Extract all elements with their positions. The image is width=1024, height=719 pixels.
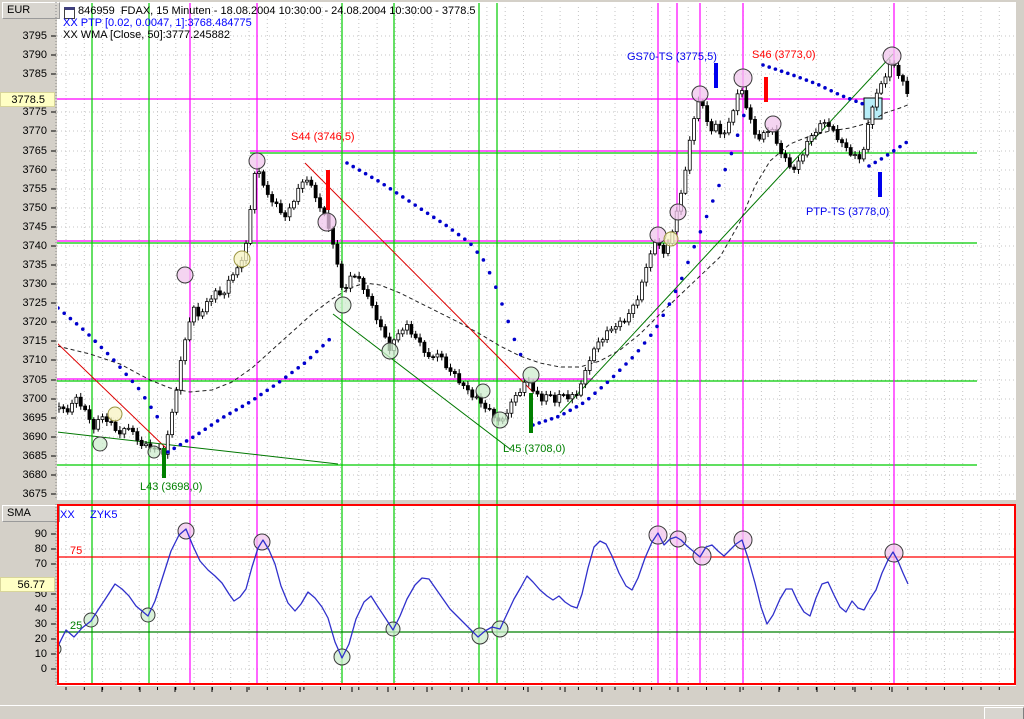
oscillator-tick-label: 0 — [40, 663, 47, 675]
oscillator-unit-button[interactable]: SMA — [2, 505, 60, 522]
price-tick-label: 3705 — [22, 374, 47, 386]
price-tick-label: 3790 — [22, 49, 47, 61]
price-tick-label: 3755 — [22, 183, 47, 195]
price-tick-label: 3715 — [22, 335, 47, 347]
oscillator-tick-label: 40 — [34, 603, 47, 615]
price-tick-label: 3710 — [22, 354, 47, 366]
horizontal-scrollbar[interactable] — [0, 705, 1024, 719]
price-tick-label: 3735 — [22, 259, 47, 271]
oscillator-panel[interactable] — [57, 504, 1016, 686]
oscillator-tick-label: 90 — [34, 528, 47, 540]
time-axis: 12:0014:0016:0018:0020:0019.14:0016:0018… — [0, 686, 1024, 705]
price-tick-label: 3720 — [22, 316, 47, 328]
oscillator-tick-label: 20 — [34, 633, 47, 645]
price-tick-label: 3750 — [22, 202, 47, 214]
oscillator-name-legend[interactable]: ZYK5 — [90, 509, 118, 521]
main-panel-unit-button[interactable]: EUR — [2, 2, 60, 19]
oscillator-tick-label: 80 — [34, 543, 47, 555]
oscillator-tick-label: 30 — [34, 618, 47, 630]
main-chart-panel[interactable] — [57, 2, 1016, 500]
price-tick-label: 3695 — [22, 412, 47, 424]
oscillator-tick-label: 70 — [34, 558, 47, 570]
price-tick-label: 3740 — [22, 240, 47, 252]
price-tick-label: 3765 — [22, 145, 47, 157]
price-tick-label: 3675 — [22, 488, 47, 500]
oscillator-xx-legend[interactable]: XX — [60, 509, 75, 521]
price-tick-label: 3700 — [22, 393, 47, 405]
last-price-badge: 3778.5 — [0, 92, 55, 107]
price-tick-label: 3730 — [22, 278, 47, 290]
scrollbar-thumb[interactable] — [984, 707, 1024, 719]
wma-indicator-legend[interactable]: XX WMA [Close, 50]:3777.245882 — [63, 29, 230, 41]
price-tick-label: 3690 — [22, 431, 47, 443]
chart-window-icon — [64, 7, 75, 19]
price-tick-label: 3770 — [22, 125, 47, 137]
price-tick-label: 3685 — [22, 450, 47, 462]
price-tick-label: 3745 — [22, 221, 47, 233]
price-tick-label: 3785 — [22, 68, 47, 80]
price-tick-label: 3775 — [22, 106, 47, 118]
price-tick-label: 3725 — [22, 297, 47, 309]
oscillator-value-badge: 56.77 — [0, 577, 55, 592]
chart-title: 846959 FDAX, 15 Minuten - 18.08.2004 10:… — [78, 5, 476, 17]
price-tick-label: 3795 — [22, 30, 47, 42]
oscillator-tick-label: 10 — [34, 648, 47, 660]
price-tick-label: 3680 — [22, 469, 47, 481]
price-tick-label: 3760 — [22, 164, 47, 176]
ptp-indicator-legend[interactable]: XX PTP [0.02, 0.0047, 1]:3768.484775 — [63, 17, 252, 29]
